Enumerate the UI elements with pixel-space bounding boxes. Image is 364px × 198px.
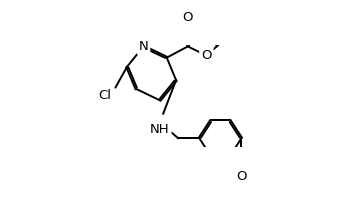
Text: O: O [182, 11, 193, 24]
Text: NH: NH [150, 123, 170, 136]
Text: O: O [236, 170, 246, 183]
Text: Cl: Cl [98, 89, 111, 102]
Text: N: N [139, 40, 148, 53]
Text: O: O [201, 49, 211, 62]
